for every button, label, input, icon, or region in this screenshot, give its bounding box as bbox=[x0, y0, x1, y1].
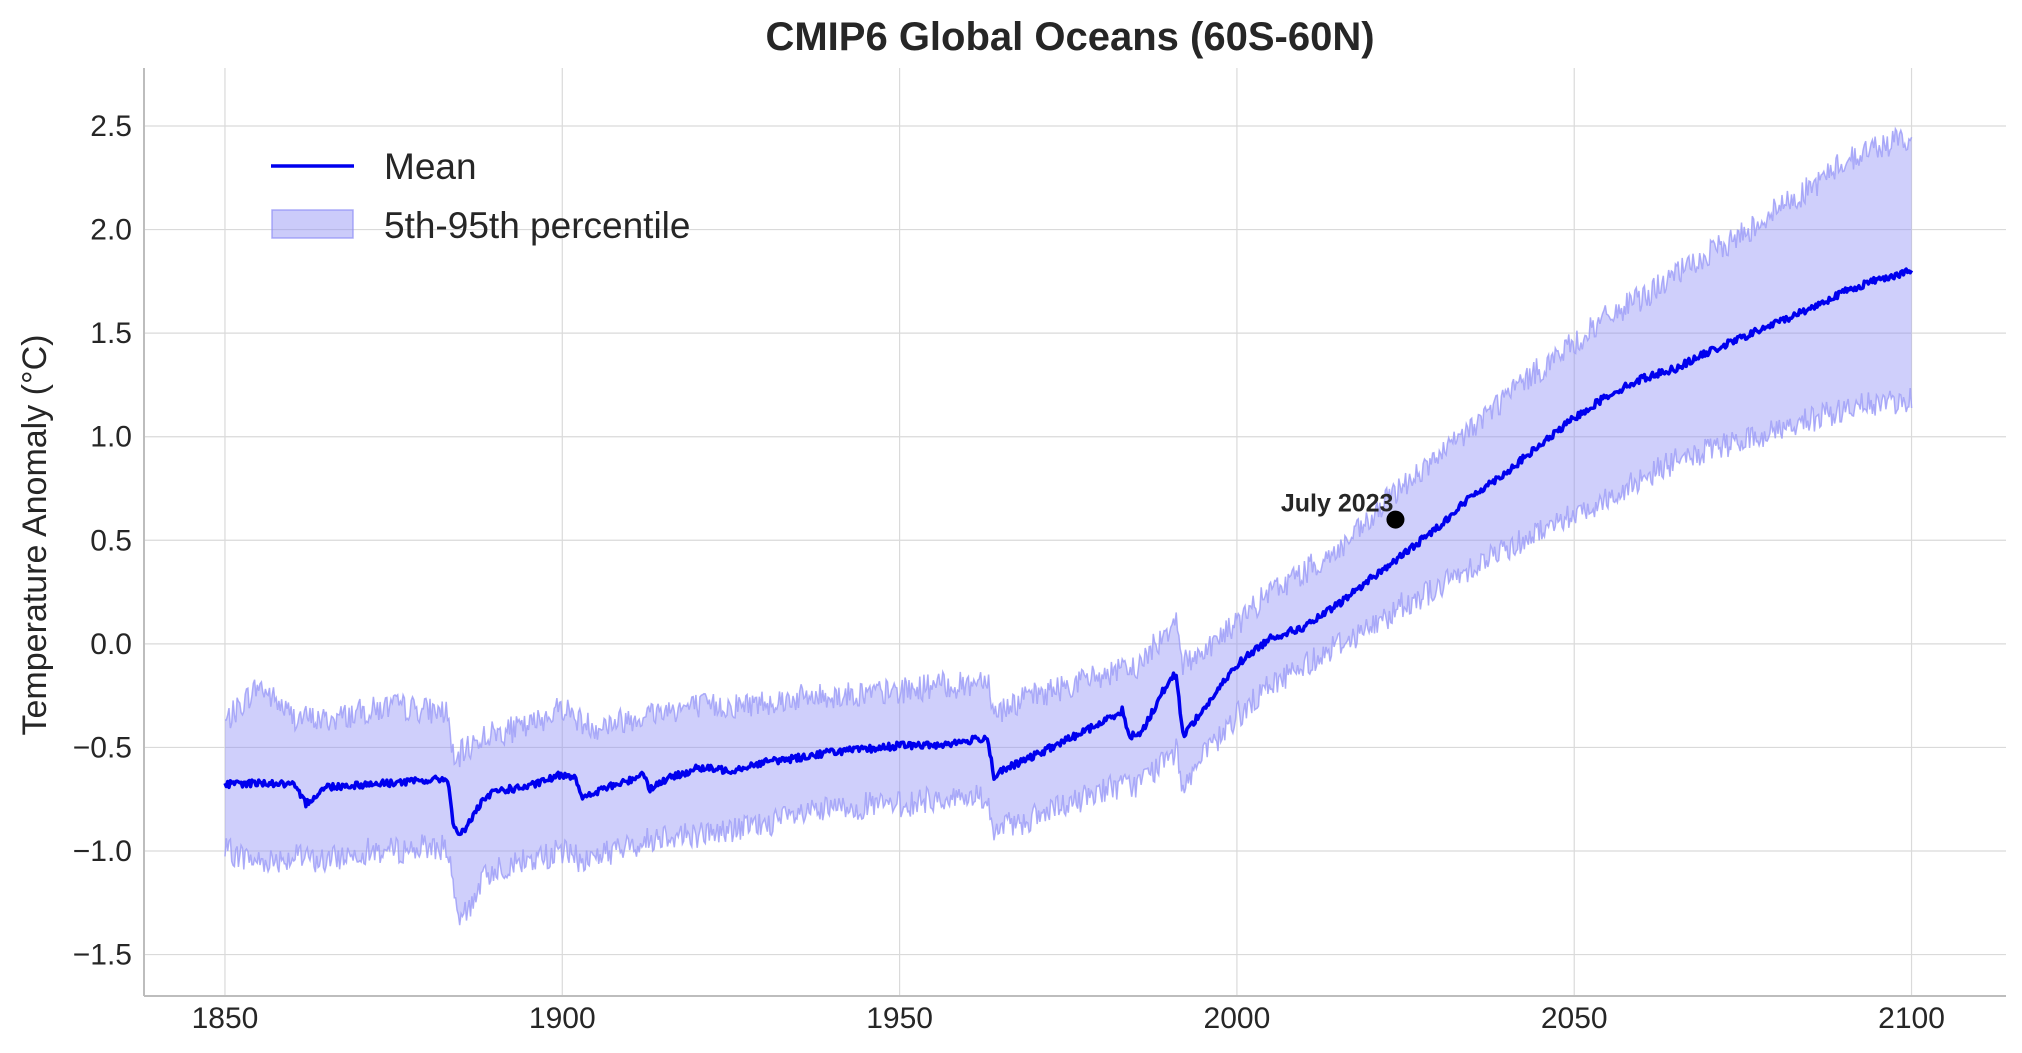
legend: Mean 5th-95th percentile bbox=[271, 146, 690, 246]
axes bbox=[143, 68, 2006, 997]
y-tick-label: −1.0 bbox=[73, 835, 132, 868]
x-tick-label: 2000 bbox=[1204, 1002, 1271, 1035]
y-tick-label: −0.5 bbox=[73, 731, 132, 764]
percentile-lower-edge bbox=[224, 387, 1913, 926]
y-tick-label: −1.5 bbox=[73, 939, 132, 972]
x-axis-ticks: 1850 1900 1950 2000 2050 2100 bbox=[192, 1002, 1945, 1035]
x-tick-label: 2050 bbox=[1541, 1002, 1608, 1035]
chart-title: CMIP6 Global Oceans (60S-60N) bbox=[765, 15, 1374, 59]
percentile-band-layer bbox=[224, 126, 1913, 926]
x-tick-label: 2100 bbox=[1878, 1002, 1945, 1035]
x-tick-label: 1850 bbox=[192, 1002, 259, 1035]
annotations: July 2023 bbox=[1281, 490, 1405, 529]
x-tick-label: 1900 bbox=[529, 1002, 596, 1035]
x-tick-label: 1950 bbox=[866, 1002, 933, 1035]
mean-line bbox=[223, 267, 1914, 837]
legend-band-swatch bbox=[271, 209, 354, 239]
y-axis-label: Temperature Anomaly (°C) bbox=[16, 335, 54, 736]
y-tick-label: 1.0 bbox=[90, 421, 132, 454]
percentile-upper-edge bbox=[224, 126, 1913, 768]
y-tick-label: 2.5 bbox=[90, 110, 132, 143]
y-tick-label: 0.0 bbox=[90, 628, 132, 661]
y-tick-label: 1.5 bbox=[90, 317, 132, 350]
percentile-band bbox=[225, 128, 1912, 926]
annotation-label: July 2023 bbox=[1281, 490, 1394, 518]
mean-line-layer bbox=[223, 267, 1914, 837]
legend-label-mean: Mean bbox=[384, 146, 477, 187]
grid bbox=[144, 68, 2006, 996]
y-tick-label: 0.5 bbox=[90, 524, 132, 557]
annotation-point bbox=[1386, 510, 1405, 529]
legend-label-band: 5th-95th percentile bbox=[384, 205, 690, 246]
y-tick-label: 2.0 bbox=[90, 214, 132, 247]
y-axis-ticks: −1.5 −1.0 −0.5 0.0 0.5 1.0 1.5 2.0 2.5 bbox=[73, 110, 132, 972]
